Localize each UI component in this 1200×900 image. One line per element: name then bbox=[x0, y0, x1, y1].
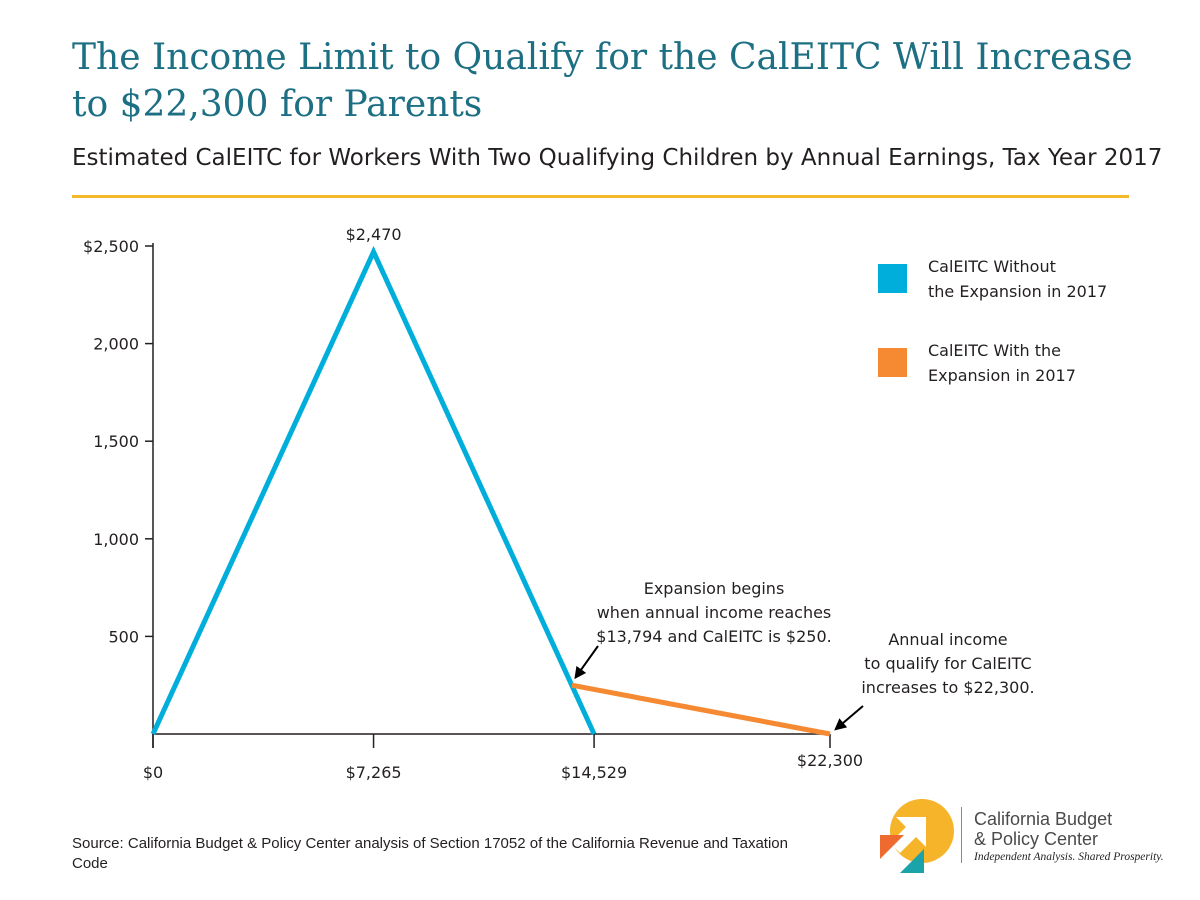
x-tick-label: $0 bbox=[143, 763, 163, 782]
legend-label-line: the Expansion in 2017 bbox=[928, 282, 1108, 301]
logo-mark-icon bbox=[880, 799, 954, 873]
expansion-begins-annotation: Expansion begins when annual income reach… bbox=[596, 579, 831, 646]
y-tick-label: 2,000 bbox=[93, 335, 139, 354]
chart-title: The Income Limit to Qualify for the CalE… bbox=[72, 37, 1133, 125]
x-tick-label: $14,529 bbox=[561, 763, 627, 782]
y-tick-label: 1,500 bbox=[93, 432, 139, 451]
logo-tagline: Independent Analysis. Shared Prosperity. bbox=[974, 851, 1164, 863]
legend-label-without-expansion: CalEITC Without the Expansion in 2017 bbox=[928, 254, 1148, 304]
annotation-line: increases to $22,300. bbox=[861, 678, 1034, 697]
annotation-line: Expansion begins bbox=[644, 579, 785, 598]
legend-label-line: CalEITC Without bbox=[928, 257, 1056, 276]
legend-item-without-expansion: CalEITC Without the Expansion in 2017 bbox=[878, 254, 1158, 338]
logo-name-line: & Policy Center bbox=[974, 829, 1099, 849]
legend-item-with-expansion: CalEITC With the Expansion in 2017 bbox=[878, 338, 1158, 422]
y-tick-label: 500 bbox=[108, 627, 139, 646]
annotation-line: Annual income bbox=[888, 630, 1007, 649]
legend-swatch-with-expansion bbox=[878, 348, 907, 377]
peak-label: $2,470 bbox=[346, 225, 402, 244]
title-divider bbox=[72, 195, 1129, 198]
y-tick-label: 1,000 bbox=[93, 530, 139, 549]
logo-divider bbox=[961, 807, 962, 863]
x-tick-label: $7,265 bbox=[346, 763, 402, 782]
series-line-without-expansion bbox=[150, 245, 597, 736]
source-note: Source: California Budget & Policy Cente… bbox=[72, 835, 788, 872]
chart-legend: CalEITC Without the Expansion in 2017 Ca… bbox=[878, 254, 1158, 422]
logo-name-line: California Budget bbox=[974, 809, 1113, 829]
logo-name: California Budget & Policy Center bbox=[974, 809, 1184, 849]
annotation-line: $13,794 and CalEITC is $250. bbox=[596, 627, 831, 646]
legend-label-with-expansion: CalEITC With the Expansion in 2017 bbox=[928, 338, 1148, 388]
expansion-begins-arrow bbox=[574, 645, 599, 680]
legend-swatch-without-expansion bbox=[878, 264, 907, 293]
x-tick-label: $22,300 bbox=[797, 751, 863, 770]
organization-logo: California Budget & Policy Center Indepe… bbox=[878, 795, 1178, 875]
annotation-line: to qualify for CalEITC bbox=[864, 654, 1031, 673]
legend-label-line: Expansion in 2017 bbox=[928, 366, 1076, 385]
income-limit-annotation: Annual income to qualify for CalEITC incre… bbox=[861, 630, 1034, 697]
y-tick-label: $2,500 bbox=[83, 237, 139, 256]
series-line-with-expansion bbox=[571, 682, 831, 737]
annotation-line: when annual income reaches bbox=[597, 603, 832, 622]
chart-subtitle: Estimated CalEITC for Workers With Two Q… bbox=[72, 145, 1163, 171]
legend-label-line: CalEITC With the bbox=[928, 341, 1062, 360]
income-limit-arrow bbox=[834, 705, 864, 731]
